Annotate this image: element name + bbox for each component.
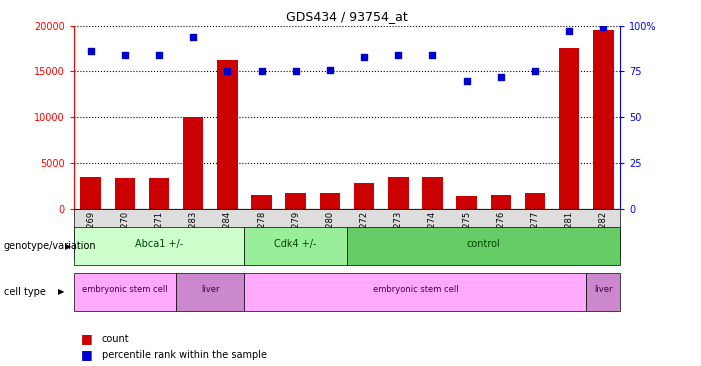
- Bar: [559, 49, 579, 209]
- FancyBboxPatch shape: [74, 227, 245, 265]
- Point: [495, 74, 506, 80]
- Bar: [524, 193, 545, 209]
- FancyBboxPatch shape: [245, 273, 586, 311]
- Text: GSM9275: GSM9275: [462, 211, 471, 251]
- Text: GSM9280: GSM9280: [325, 211, 334, 251]
- FancyBboxPatch shape: [586, 273, 620, 311]
- Point: [256, 68, 267, 74]
- Text: GSM9273: GSM9273: [394, 211, 403, 251]
- Title: GDS434 / 93754_at: GDS434 / 93754_at: [286, 10, 408, 23]
- Text: GSM9269: GSM9269: [86, 211, 95, 251]
- Text: GSM9272: GSM9272: [360, 211, 369, 251]
- Point: [358, 54, 369, 60]
- Point: [598, 25, 609, 30]
- Text: GSM9281: GSM9281: [564, 211, 573, 251]
- Point: [119, 52, 130, 58]
- Point: [325, 67, 336, 72]
- Text: GSM9283: GSM9283: [189, 211, 198, 251]
- Bar: [252, 195, 272, 209]
- FancyBboxPatch shape: [74, 273, 176, 311]
- Text: liver: liver: [201, 285, 219, 294]
- Text: GSM9271: GSM9271: [154, 211, 163, 251]
- Text: control: control: [467, 239, 501, 249]
- Point: [85, 48, 96, 54]
- Bar: [491, 195, 511, 209]
- Bar: [217, 60, 238, 209]
- Bar: [285, 193, 306, 209]
- Text: embryonic stem cell: embryonic stem cell: [372, 285, 458, 294]
- FancyBboxPatch shape: [176, 273, 245, 311]
- Point: [564, 28, 575, 34]
- Bar: [320, 193, 340, 209]
- Text: GSM9284: GSM9284: [223, 211, 232, 251]
- Text: GSM9278: GSM9278: [257, 211, 266, 251]
- Point: [188, 34, 199, 40]
- Text: Cdk4 +/-: Cdk4 +/-: [275, 239, 317, 249]
- Text: ■: ■: [81, 348, 93, 362]
- Bar: [183, 117, 203, 209]
- Bar: [422, 177, 443, 209]
- Text: cell type: cell type: [4, 287, 46, 297]
- Text: Abca1 +/-: Abca1 +/-: [135, 239, 183, 249]
- Text: liver: liver: [594, 285, 613, 294]
- Point: [154, 52, 165, 58]
- Text: GSM9270: GSM9270: [121, 211, 130, 251]
- Text: ■: ■: [81, 332, 93, 345]
- FancyBboxPatch shape: [347, 227, 620, 265]
- Text: ▶: ▶: [65, 242, 72, 251]
- Text: GSM9277: GSM9277: [531, 211, 540, 251]
- Bar: [115, 179, 135, 209]
- FancyBboxPatch shape: [74, 209, 620, 258]
- Bar: [149, 178, 170, 209]
- Text: GSM9279: GSM9279: [291, 211, 300, 251]
- Bar: [593, 30, 613, 209]
- Text: percentile rank within the sample: percentile rank within the sample: [102, 350, 266, 360]
- Text: GSM9282: GSM9282: [599, 211, 608, 251]
- Point: [222, 68, 233, 74]
- Text: ▶: ▶: [57, 287, 64, 296]
- Text: embryonic stem cell: embryonic stem cell: [82, 285, 168, 294]
- Bar: [354, 183, 374, 209]
- Point: [290, 68, 301, 74]
- Bar: [388, 177, 409, 209]
- Text: GSM9274: GSM9274: [428, 211, 437, 251]
- Point: [393, 52, 404, 58]
- Point: [427, 52, 438, 58]
- Bar: [456, 196, 477, 209]
- FancyBboxPatch shape: [245, 227, 347, 265]
- Point: [529, 68, 540, 74]
- Text: count: count: [102, 333, 129, 344]
- Bar: [81, 177, 101, 209]
- Text: genotype/variation: genotype/variation: [4, 241, 96, 251]
- Point: [461, 78, 472, 83]
- Text: GSM9276: GSM9276: [496, 211, 505, 251]
